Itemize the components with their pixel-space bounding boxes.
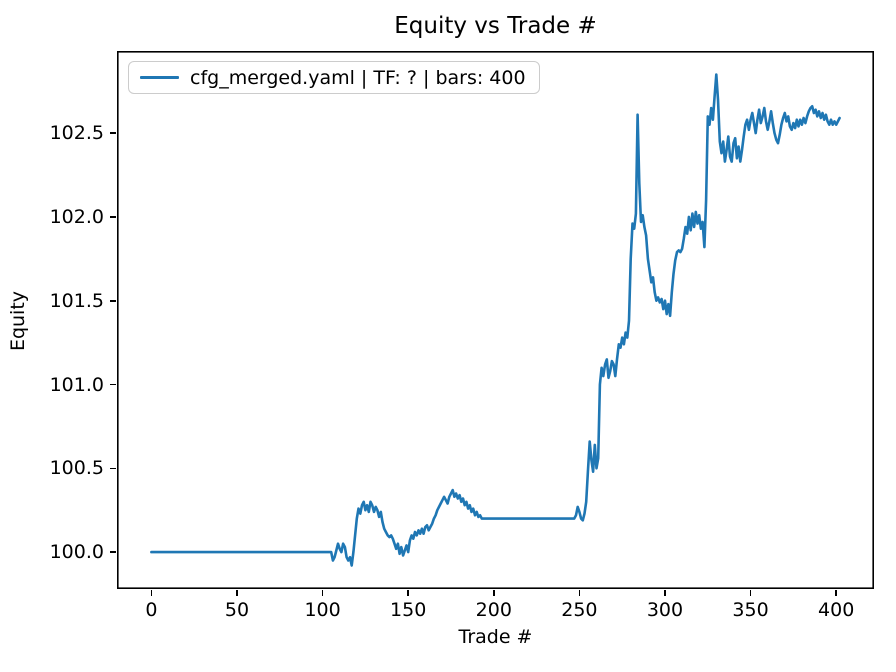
- x-tick-label: 100: [304, 599, 341, 621]
- x-tick-mark: [749, 590, 752, 596]
- y-tick-mark: [110, 551, 116, 553]
- x-tick-label: 200: [475, 599, 512, 621]
- x-tick-label: 400: [818, 599, 855, 621]
- x-tick-label: 250: [561, 599, 598, 621]
- y-tick-label: 102.5: [49, 122, 104, 145]
- x-tick-mark: [321, 590, 324, 596]
- y-tick-mark: [110, 467, 116, 470]
- x-tick-label: 300: [646, 599, 684, 621]
- y-tick-label: 102.0: [49, 205, 104, 228]
- y-tick-label: 100.0: [49, 541, 104, 564]
- x-tick-label: 0: [145, 599, 158, 621]
- y-tick-label: 101.0: [49, 373, 104, 396]
- x-tick-label: 150: [390, 599, 427, 621]
- axes-frame: [117, 51, 875, 590]
- y-tick-label: 101.5: [49, 289, 104, 312]
- plot-area: [117, 51, 875, 590]
- equity-line-series: [150, 73, 841, 567]
- x-tick-mark: [236, 590, 238, 596]
- x-axis-label: Trade #: [458, 626, 533, 648]
- y-tick-label: 100.5: [49, 457, 104, 480]
- legend-line-sample: [140, 76, 179, 79]
- y-tick-mark: [110, 216, 116, 218]
- x-tick-mark: [407, 590, 409, 596]
- x-tick-mark: [835, 590, 837, 596]
- x-tick-label: 350: [732, 599, 769, 621]
- legend[interactable]: cfg_merged.yaml | TF: ? | bars: 400: [128, 61, 540, 94]
- x-tick-label: 50: [224, 599, 250, 621]
- legend-label: cfg_merged.yaml | TF: ? | bars: 400: [190, 66, 526, 89]
- x-tick-mark: [150, 590, 153, 596]
- y-tick-mark: [110, 299, 116, 302]
- x-tick-mark: [492, 590, 495, 596]
- x-tick-mark: [664, 590, 666, 596]
- y-tick-mark: [110, 383, 116, 386]
- x-tick-mark: [578, 590, 581, 596]
- y-tick-mark: [110, 132, 116, 134]
- chart-title: Equity vs Trade #: [394, 13, 597, 39]
